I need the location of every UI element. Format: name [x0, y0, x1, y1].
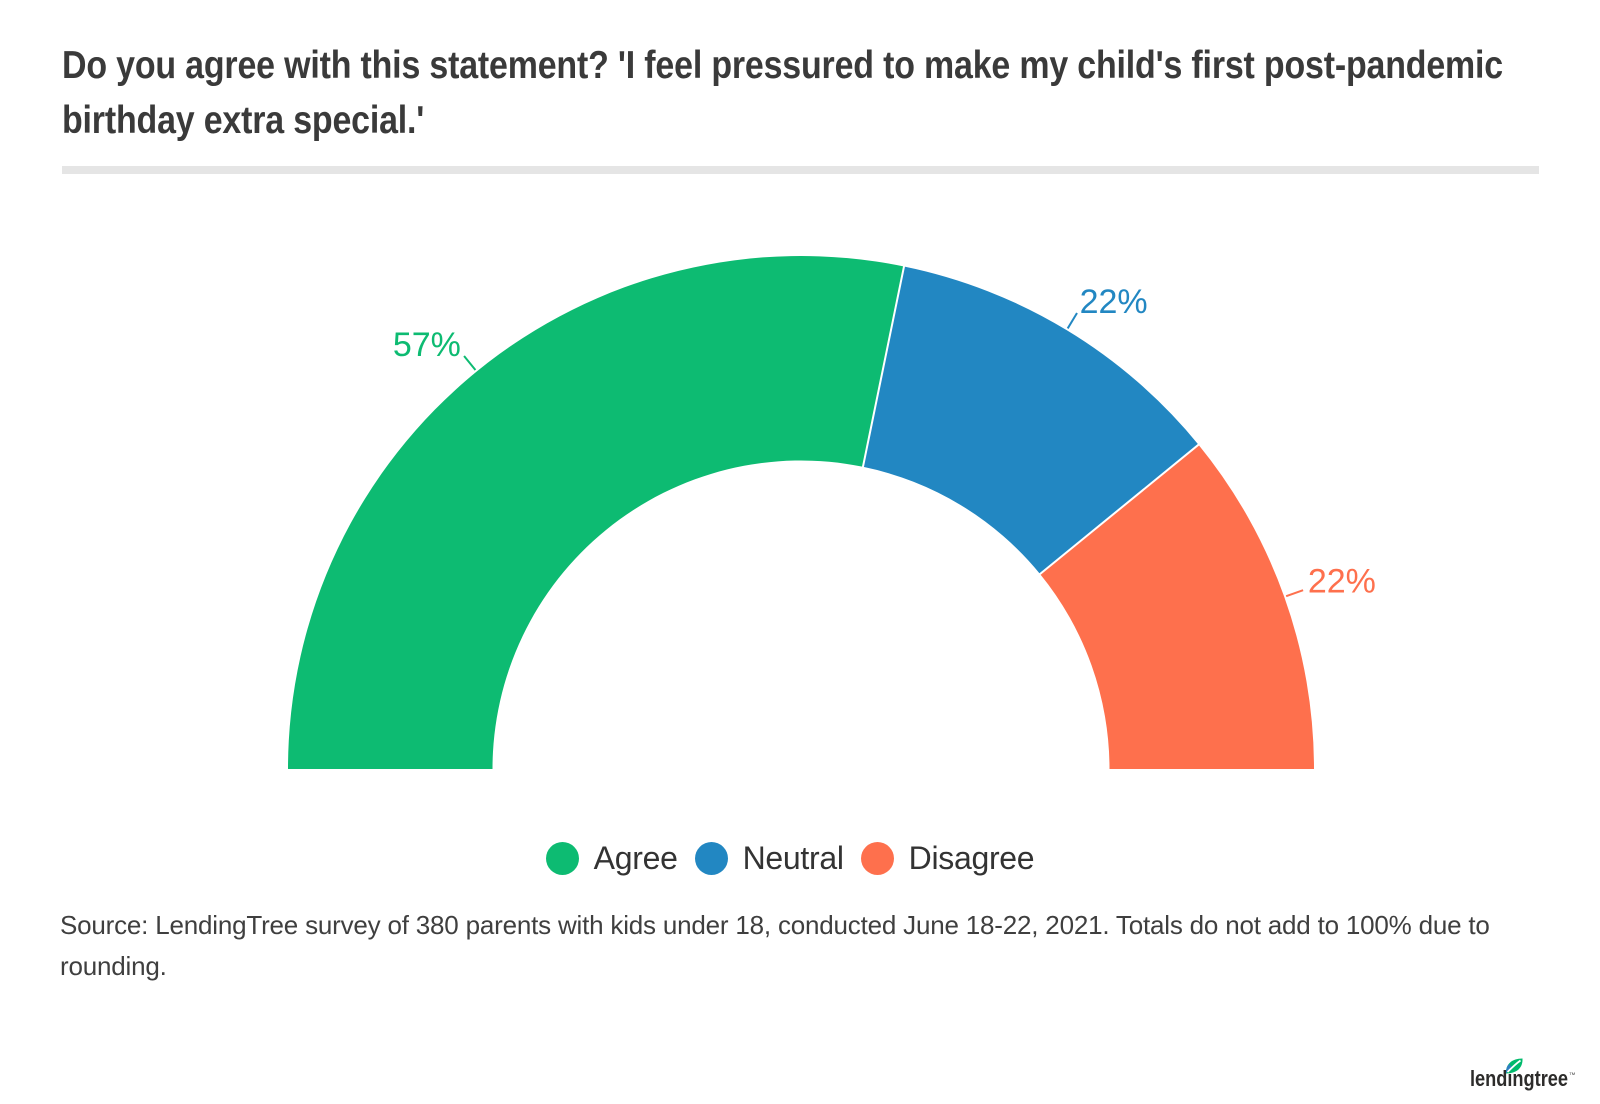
- data-label-disagree: 22%: [1308, 562, 1376, 600]
- legend-dot-neutral: [694, 841, 728, 875]
- chart-title: Do you agree with this statement? 'I fee…: [62, 44, 1503, 142]
- leaf-icon: [1505, 1058, 1523, 1074]
- logo-trademark: ™: [1569, 1072, 1576, 1079]
- legend-item-agree: Agree: [545, 839, 678, 877]
- legend-item-disagree: Disagree: [860, 839, 1035, 877]
- data-label-neutral: 22%: [1080, 283, 1148, 321]
- source-note: Source: LendingTree survey of 380 parent…: [60, 910, 1490, 981]
- leaf-vein: [1506, 1059, 1522, 1073]
- legend-label: Neutral: [742, 839, 844, 876]
- label-connectors: [463, 312, 1304, 598]
- data-labels: 57% 22% 22%: [393, 283, 1376, 601]
- legend-item-neutral: Neutral: [694, 839, 844, 877]
- data-label-agree: 57%: [393, 326, 461, 364]
- title-divider: [62, 166, 1539, 174]
- slice-agree: [288, 255, 905, 769]
- slice-neutral: [862, 266, 1199, 574]
- logo-text: lendingtree: [1470, 1066, 1568, 1091]
- legend-label: Disagree: [908, 839, 1035, 876]
- legend-label: Agree: [593, 839, 678, 876]
- chart-legend: Agree Neutral Disagree: [0, 839, 1580, 877]
- connector-neutral: [1066, 312, 1078, 329]
- connector-disagree: [1285, 589, 1304, 598]
- slice-gap: [1038, 443, 1200, 576]
- slice-gap-lines: [861, 265, 1200, 576]
- legend-dot-disagree: [860, 841, 894, 875]
- slice-disagree: [1040, 444, 1314, 769]
- connector-agree: [463, 355, 477, 371]
- slice-gap: [861, 265, 906, 468]
- chart-slices: [288, 255, 1314, 769]
- legend-dot-agree: [545, 841, 579, 875]
- lendingtree-logo: lendingtree ™: [1470, 1058, 1576, 1091]
